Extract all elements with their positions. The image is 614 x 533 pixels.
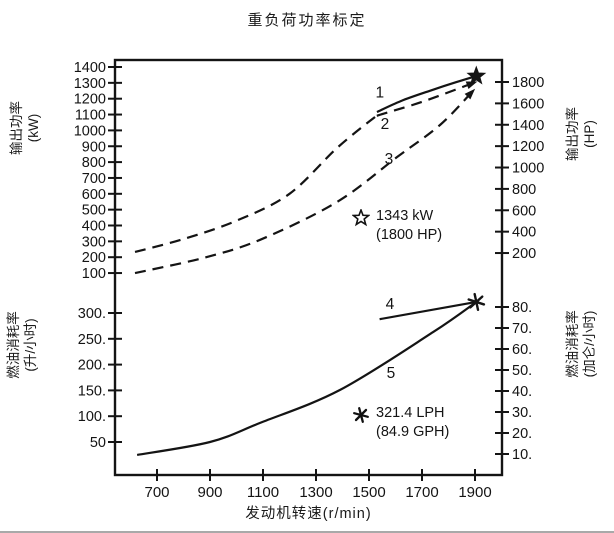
axis-label-unit: (加仑/小时)	[582, 310, 597, 378]
axis-label-text: 燃油消耗率	[6, 311, 21, 379]
right-axis-tick-label: 200	[512, 246, 536, 262]
axis-label-unit: (HP)	[582, 120, 597, 148]
x-axis-tick-label: 700	[144, 484, 169, 501]
right-axis-tick-label: 70.	[512, 321, 532, 337]
right-axis-tick-label: 1200	[512, 139, 544, 155]
left-axis-tick-label: 1000	[74, 123, 106, 139]
left-axis-tick-label: 600	[82, 187, 106, 203]
fuel-right-axis-label: 燃油消耗率 (加仑/小时)	[563, 289, 599, 399]
series-2-arrowhead	[465, 81, 478, 90]
axis-label-unit: (kW)	[26, 113, 41, 143]
left-axis-tick-label: 250.	[78, 332, 106, 348]
series-5-curve	[136, 301, 477, 456]
right-axis-tick-label: 60.	[512, 342, 532, 358]
annotation-line2: (84.9 GPH)	[376, 424, 450, 440]
left-axis-tick-label: 100	[82, 266, 106, 282]
left-axis-tick-label: 100.	[78, 409, 106, 425]
left-axis-tick-label: 800	[82, 155, 106, 171]
right-axis-tick-label: 400	[512, 225, 536, 241]
series-3-curve	[134, 90, 474, 275]
series-1-label: 1	[376, 84, 385, 101]
rated-point-star-marker	[466, 65, 487, 85]
right-axis-tick-label: 40.	[512, 384, 532, 400]
series-4-label: 4	[386, 296, 395, 313]
plot-frame	[113, 58, 504, 477]
series-2-label: 2	[381, 116, 390, 133]
right-axis-tick-label: 20.	[512, 426, 532, 442]
left-axis-tick-label: 300	[82, 234, 106, 250]
rated-power-annotation: 1343 kW (1800 HP)	[352, 207, 442, 245]
axis-label-unit: (升/小时)	[23, 318, 38, 372]
power-right-axis-label: 输出功率 (HP)	[563, 79, 599, 189]
star-marker-icon	[352, 209, 370, 227]
left-axis-tick-label: 400	[82, 219, 106, 235]
x-axis-tick-label: 1700	[405, 484, 438, 501]
right-axis-tick-label: 80.	[512, 300, 532, 316]
right-axis-tick-label: 1800	[512, 75, 544, 91]
power-left-axis-label: 输出功率 (kW)	[7, 73, 43, 183]
rated-point-asterisk-marker	[469, 295, 484, 309]
x-axis-tick-label: 1100	[247, 484, 279, 501]
right-axis-tick-label: 1400	[512, 118, 544, 134]
right-axis-tick-label: 1600	[512, 96, 544, 112]
x-axis-tick-label: 1300	[299, 484, 332, 501]
annotation-line1: 1343 kW	[376, 208, 434, 224]
left-axis-tick-label: 150.	[78, 383, 106, 399]
left-axis-tick-label: 900	[82, 139, 106, 155]
series-4-curve	[379, 300, 477, 321]
series-3-label: 3	[385, 151, 394, 168]
left-axis-tick-label: 500	[82, 203, 106, 219]
x-axis-tick-label: 900	[197, 484, 222, 501]
rated-fuel-annotation: 321.4 LPH (84.9 GPH)	[352, 404, 449, 442]
right-axis-tick-label: 50.	[512, 363, 532, 379]
axis-label-text: 输出功率	[565, 107, 580, 161]
series-1-curve	[376, 74, 477, 114]
left-axis-tick-label: 300.	[78, 306, 106, 322]
right-axis-tick-label: 1000	[512, 161, 544, 177]
asterisk-marker-icon	[353, 407, 369, 423]
right-axis-tick-label: 600	[512, 203, 536, 219]
left-axis-tick-label: 1400	[74, 60, 106, 76]
right-axis-tick-label: 10.	[512, 447, 532, 463]
x-axis-tick-label: 1500	[352, 484, 385, 501]
right-axis-tick-label: 30.	[512, 405, 532, 421]
chart-title: 重负荷功率标定	[247, 11, 367, 29]
left-axis-tick-label: 1300	[74, 76, 106, 92]
annotation-line2: (1800 HP)	[376, 227, 443, 243]
left-axis-tick-label: 1100	[75, 108, 106, 124]
left-axis-tick-label: 1200	[74, 92, 106, 108]
annotation-line1: 321.4 LPH	[376, 405, 445, 421]
x-axis-tick-label: 1900	[458, 484, 491, 501]
annotation-text: 1343 kW (1800 HP)	[376, 207, 442, 245]
axis-label-text: 燃油消耗率	[565, 310, 580, 378]
series-3-arrowhead	[464, 88, 476, 100]
x-axis-label: 发动机转速(r/min)	[245, 506, 372, 522]
series-5-label: 5	[387, 365, 396, 382]
right-axis-tick-label: 800	[512, 182, 536, 198]
left-axis-tick-label: 700	[82, 171, 106, 187]
left-axis-tick-label: 200.	[78, 358, 106, 374]
fuel-left-axis-label: 燃油消耗率 (升/小时)	[4, 290, 40, 400]
left-axis-tick-label: 200	[82, 250, 106, 266]
annotation-text: 321.4 LPH (84.9 GPH)	[376, 404, 449, 442]
axis-label-text: 输出功率	[9, 101, 24, 155]
left-axis-tick-label: 50	[90, 435, 106, 451]
